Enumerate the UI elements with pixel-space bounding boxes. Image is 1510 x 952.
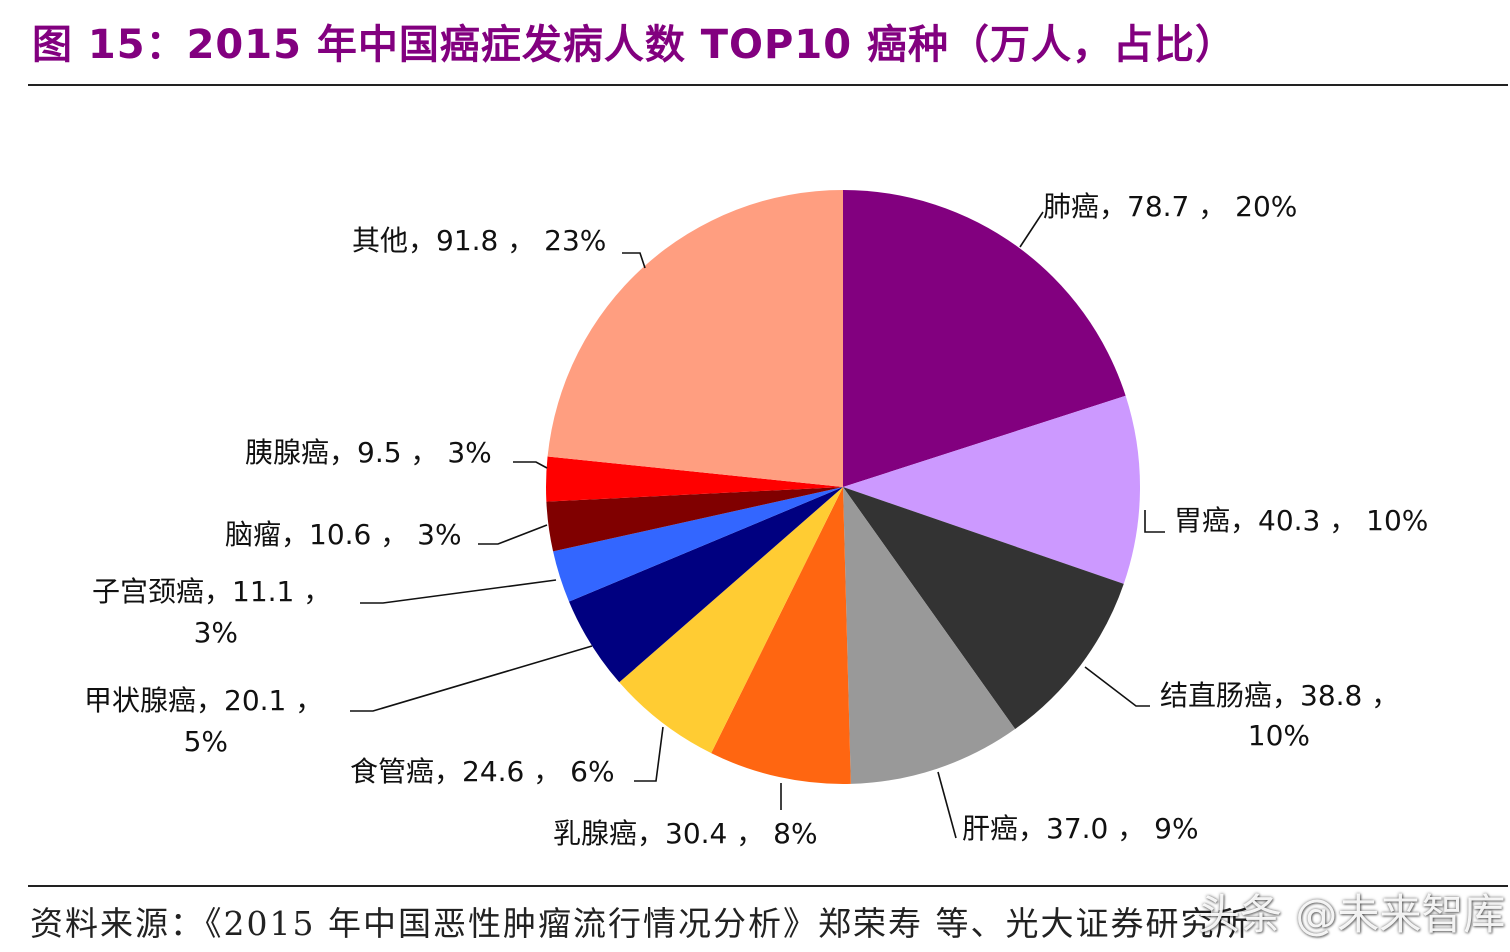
pie-slice-7	[569, 487, 843, 683]
pie-slice-4	[843, 487, 1016, 784]
pie-slice-9	[546, 487, 843, 552]
leader-line-2	[1144, 510, 1165, 533]
data-label-7-line-1: 甲状腺癌，20.1 ，	[84, 684, 323, 717]
leader-line-4	[937, 771, 957, 839]
pie-slice-11	[547, 190, 843, 487]
data-label-7-line-2: 5%	[184, 725, 228, 758]
pie-slices	[546, 190, 1141, 785]
data-label-5: 乳腺癌，30.4 ， 8%	[553, 817, 818, 850]
pie-slice-5	[711, 487, 851, 785]
pie-slice-2	[843, 395, 1141, 584]
data-label-6: 食管癌，24.6 ， 6%	[350, 755, 615, 788]
data-label-4: 肝癌，37.0 ， 9%	[962, 812, 1199, 845]
data-label-3-line-1: 结直肠癌，38.8 ，	[1160, 679, 1399, 712]
watermark-text: 头条 @未来智库	[1198, 890, 1506, 939]
leader-line-10	[513, 461, 548, 469]
leader-line-3	[1084, 666, 1150, 707]
leader-line-7	[350, 645, 593, 712]
data-label-8-line-1: 子宫颈癌，11.1 ，	[92, 575, 331, 608]
leader-line-1	[1019, 211, 1044, 248]
data-label-1: 肺癌，78.7 ， 20%	[1043, 190, 1297, 223]
data-label-3-line-2: 10%	[1248, 719, 1310, 752]
top-divider	[28, 84, 1508, 86]
data-label-2: 胃癌，40.3 ， 10%	[1174, 504, 1428, 537]
data-label-8-line-2: 3%	[194, 616, 238, 649]
leader-line-6	[634, 726, 664, 782]
leader-lines	[350, 211, 1165, 839]
bottom-divider	[28, 885, 1508, 887]
data-label-11: 其他，91.8 ， 23%	[352, 224, 606, 257]
data-label-10: 胰腺癌，9.5 ， 3%	[245, 436, 492, 469]
chart-title: 图 15：2015 年中国癌症发病人数 TOP10 癌种（万人，占比）	[32, 22, 1236, 68]
pie-slice-8	[553, 487, 843, 602]
leader-line-9	[478, 524, 548, 545]
pie-slice-3	[843, 487, 1124, 730]
data-label-9: 脑瘤，10.6 ， 3%	[225, 518, 462, 551]
pie-slice-10	[546, 456, 843, 502]
pie-slice-6	[619, 487, 843, 754]
leader-line-11	[622, 252, 646, 269]
leader-line-8	[360, 579, 557, 604]
pie-slice-1	[843, 190, 1126, 487]
data-labels: 肺癌，78.7 ， 20% 胃癌，40.3 ， 10% 结直肠癌，38.8 ， 10%…	[84, 190, 1428, 850]
source-note: 资料来源：《2015 年中国恶性肿瘤流行情况分析》郑荣寿 等、光大证券研究所	[30, 904, 1251, 943]
